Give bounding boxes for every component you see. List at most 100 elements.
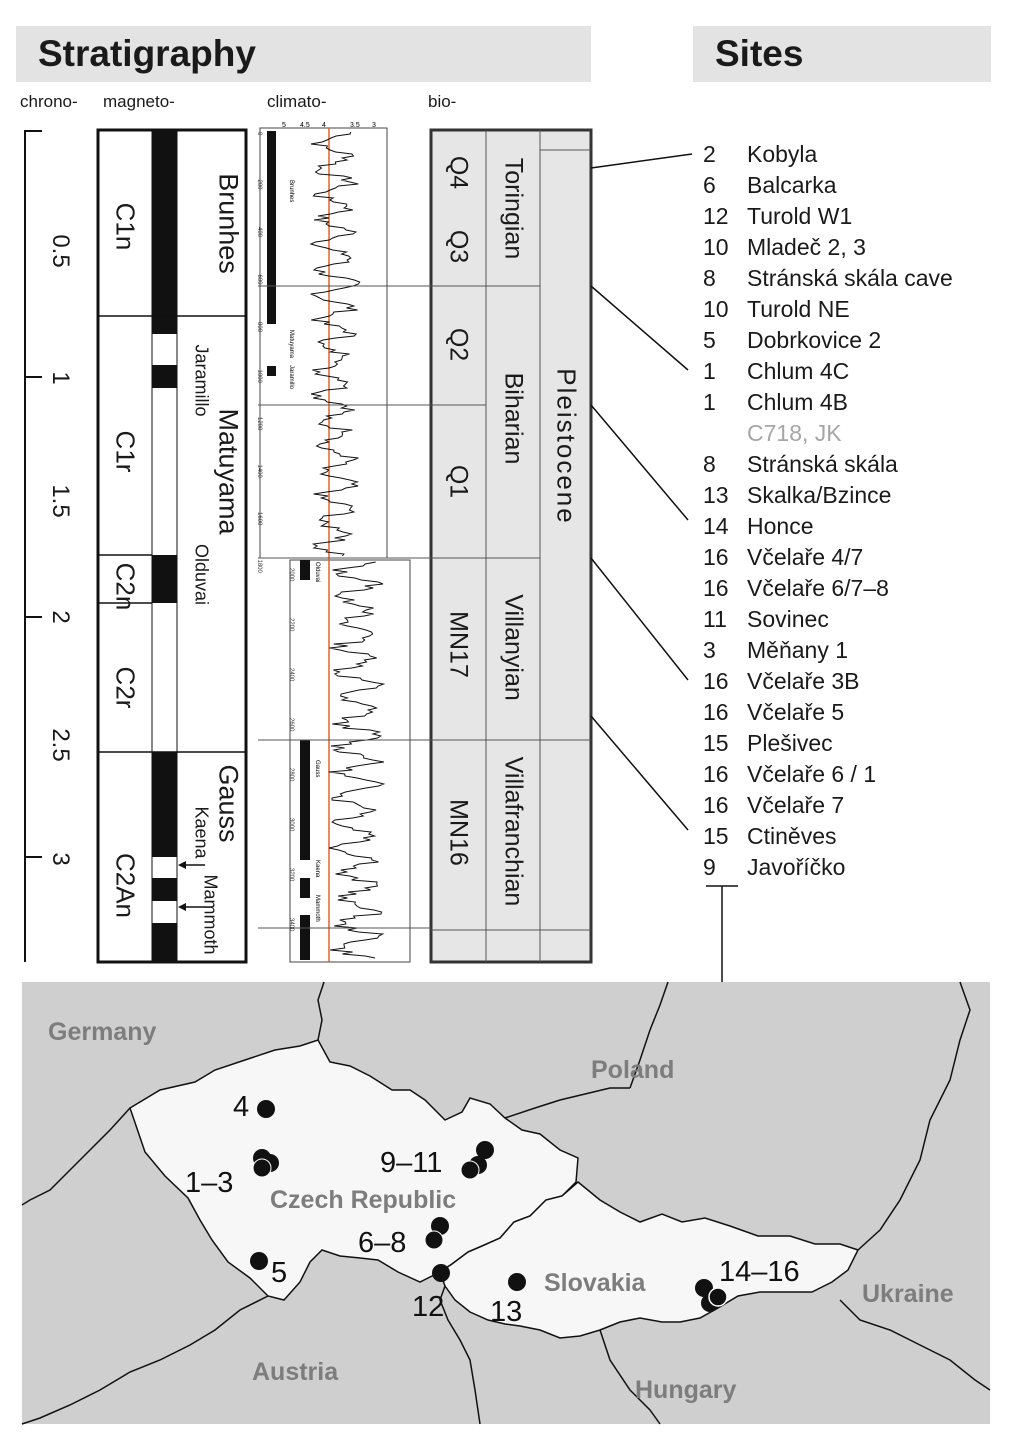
site-name: Javoříčko: [747, 854, 846, 880]
country-poland: Poland: [591, 1056, 674, 1084]
site-name: Chlum 4B: [747, 389, 848, 415]
stratigraphy-title: Stratigraphy: [38, 33, 256, 74]
climato-column-label: climato-: [267, 92, 327, 111]
site-row: 9 Javoříčko: [703, 854, 845, 881]
site-dot-13: [508, 1273, 526, 1291]
map-label-9-11: 9–11: [380, 1147, 442, 1179]
site-name: Balcarka: [747, 172, 837, 198]
country-austria: Austria: [252, 1358, 339, 1386]
site-number: 10: [703, 234, 729, 260]
climato-depth-tick: 600: [256, 275, 262, 286]
climato-depth-tick: 1400: [256, 465, 262, 479]
site-name: Sovinec: [747, 606, 829, 632]
site-number: 16: [703, 699, 729, 725]
climato-top-tick-3: 3: [372, 122, 376, 129]
site-name: Včelaře 6/7–8: [747, 575, 889, 601]
climato-label-jaramillo: Jaramillo: [288, 365, 294, 390]
site-number: 16: [703, 761, 729, 787]
stratigraphy-header: Stratigraphy: [16, 26, 591, 82]
climato-depth-tick: 200: [256, 180, 262, 191]
site-number: 11: [703, 606, 727, 632]
site-row: 2 Kobyla: [703, 141, 817, 168]
site-number: 10: [703, 296, 729, 322]
sites-title: Sites: [715, 33, 804, 74]
site-number: 13: [703, 482, 729, 508]
climato-depth-tick: 0: [256, 132, 262, 136]
site-row: 16 Včelaře 5: [703, 699, 844, 726]
map-label-6-8: 6–8: [358, 1227, 406, 1259]
site-name: C718, JK: [747, 420, 842, 446]
site-row: 12 Turold W1: [703, 203, 852, 230]
site-number: 9: [703, 854, 716, 880]
site-row: 6 Balcarka: [703, 172, 836, 199]
climato-depth-tick: 2600: [288, 718, 294, 732]
climato-depth-tick: 400: [256, 227, 262, 238]
climato-depth-tick: 3000: [288, 818, 294, 832]
site-name: Včelaře 7: [747, 792, 845, 818]
slovakia-shape: [439, 1181, 860, 1339]
site-number: 16: [703, 792, 729, 818]
map-label-1-3: 1–3: [185, 1167, 233, 1199]
site-number: 6: [703, 172, 716, 198]
site-number: 1: [703, 358, 716, 384]
climato-depth-tick: 800: [256, 322, 262, 333]
site-name: Plešivec: [747, 730, 833, 756]
chrono-column-label: chrono-: [20, 92, 78, 111]
site-number: 12: [703, 203, 729, 229]
site-row: 10 Turold NE: [703, 296, 850, 323]
site-row: 10 Mladeč 2, 3: [703, 234, 866, 261]
map-label-4: 4: [233, 1091, 249, 1123]
site-name: Stránská skála: [747, 451, 898, 477]
site-name: Stránská skála cave: [747, 265, 953, 291]
site-name: Ctiněves: [747, 823, 837, 849]
map-label-5: 5: [271, 1257, 287, 1289]
site-name: Včelaře 5: [747, 699, 845, 725]
site-name: Včelaře 6 / 1: [747, 761, 877, 787]
site-number: 16: [703, 575, 729, 601]
sites-header: Sites: [693, 26, 991, 82]
climato-depth-tick: 2800: [288, 768, 294, 782]
climato-depth-tick: 1200: [256, 417, 262, 431]
site-number: 15: [703, 823, 729, 849]
site-row: 8 Stránská skála cave: [703, 265, 953, 292]
site-row: 16 Včelaře 6 / 1: [703, 761, 876, 788]
site-name: Měňany 1: [747, 637, 849, 663]
climato-depth-tick: 2000: [288, 568, 294, 582]
site-row: 1 Chlum 4B: [703, 389, 848, 416]
site-row: 3 Měňany 1: [703, 637, 848, 664]
site-dot-14: [695, 1279, 713, 1297]
site-dot-5: [250, 1252, 268, 1270]
site-number: 16: [703, 544, 729, 570]
site-dot-12: [432, 1264, 450, 1282]
site-name: Dobrkovice 2: [747, 327, 882, 353]
site-dot-9: [476, 1141, 494, 1159]
climato-top-tick-4.5: 4.5: [300, 122, 310, 129]
site-name: Včelaře 3B: [747, 668, 860, 694]
site-dot-6: [431, 1217, 449, 1235]
climato-label-kaena: Kaena: [314, 860, 320, 878]
site-dot-3: [252, 1158, 272, 1178]
climato-depth-tick: 2200: [288, 618, 294, 632]
climato-label-mammoth: Mammoth: [314, 895, 320, 922]
site-name: Včelaře 4/7: [747, 544, 864, 570]
site-number: 2: [703, 141, 716, 167]
site-row: 14 Honce: [703, 513, 813, 540]
site-dot-11: [460, 1160, 480, 1180]
country-ukraine: Ukraine: [862, 1280, 954, 1308]
climato-depth-tick: 3200: [288, 868, 294, 882]
climato-depth-tick: 1000: [256, 370, 262, 384]
site-dot-16: [708, 1287, 728, 1307]
magneto-column-label: magneto-: [103, 92, 175, 111]
site-name: Turold NE: [747, 296, 850, 322]
site-dot-4: [257, 1100, 275, 1118]
climato-label-gauss: Gauss: [314, 760, 320, 777]
site-row: 16 Včelaře 4/7: [703, 544, 863, 571]
site-row: 16 Včelaře 6/7–8: [703, 575, 889, 602]
site-number: 5: [703, 327, 716, 353]
site-dot-7: [424, 1230, 444, 1250]
bio-column-label: bio-: [428, 92, 457, 111]
site-row: 16 Včelaře 3B: [703, 668, 860, 695]
site-number: 1: [703, 389, 716, 415]
site-name: Turold W1: [747, 203, 853, 229]
site-number: 14: [703, 513, 729, 539]
